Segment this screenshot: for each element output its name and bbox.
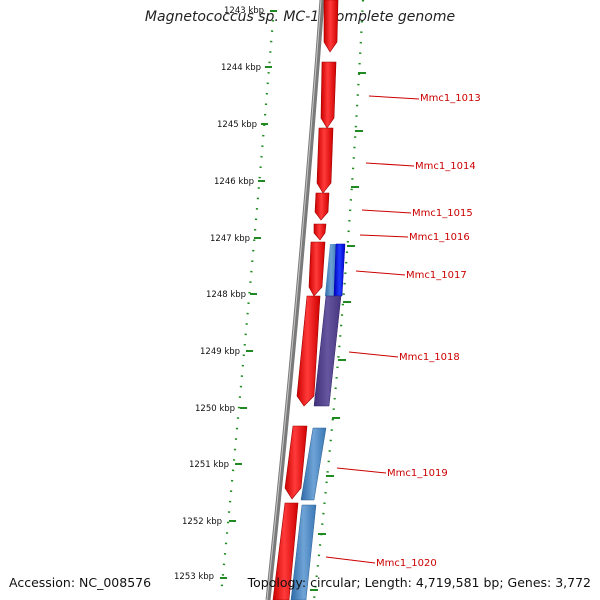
gene-label-mmc1-1016[interactable]: Mmc1_1016	[409, 232, 470, 243]
kbp-tick-1249: 1249 kbp	[200, 347, 253, 357]
outer-tick-track	[312, 0, 365, 600]
kbp-label: 1245 kbp	[217, 120, 257, 130]
kbp-tick-1252: 1252 kbp	[182, 517, 236, 527]
kbp-label: 1247 kbp	[210, 234, 250, 244]
gene-arrow-mmc1-1016[interactable]	[313, 223, 327, 241]
genome-backbone-highlight	[266, 0, 322, 600]
kbp-tick-1248: 1248 kbp	[206, 290, 257, 300]
kbp-label: 1250 kbp	[195, 404, 235, 414]
accession-text: Accession: NC_008576	[9, 575, 152, 590]
kbp-tick-1247: 1247 kbp	[210, 234, 261, 244]
kbp-tick-1253: 1253 kbp	[174, 572, 227, 582]
kbp-label: 1253 kbp	[174, 572, 214, 582]
kbp-tick-1250: 1250 kbp	[195, 404, 247, 414]
gene-arrow-mmc1-1017[interactable]	[308, 241, 326, 297]
gene-arrow-mmc1-1015[interactable]	[314, 192, 330, 221]
kbp-label: 1244 kbp	[221, 63, 261, 73]
kbp-label: 1252 kbp	[182, 517, 222, 527]
inner-tick-track	[219, 19, 275, 596]
gene-block-steel-lower[interactable]	[290, 504, 317, 600]
gene-block-blue[interactable]	[333, 243, 346, 297]
genome-summary-text: Topology: circular; Length: 4,719,581 bp…	[247, 575, 591, 590]
kbp-label: 1248 kbp	[206, 290, 246, 300]
gene-arrow-mmc1-1013[interactable]	[320, 61, 337, 129]
kbp-label: 1249 kbp	[200, 347, 240, 357]
kbp-label: 1251 kbp	[189, 460, 229, 470]
gene-label-mmc1-1014[interactable]: Mmc1_1014	[415, 161, 476, 172]
label-leaders	[325, 95, 420, 564]
gene-label-mmc1-1015[interactable]: Mmc1_1015	[412, 208, 473, 219]
kbp-tick-1245: 1245 kbp	[217, 120, 268, 130]
genome-backbone	[265, 0, 325, 600]
kbp-tick-1243: 1243 kbp	[224, 6, 277, 16]
gene-block-steel-middle[interactable]	[300, 427, 327, 501]
gene-arrow-mmc1-1020[interactable]	[272, 502, 299, 600]
gene-label-mmc1-1019[interactable]: Mmc1_1019	[387, 468, 448, 479]
gene-arrow-mmc1-1019[interactable]	[284, 425, 308, 500]
gene-label-mmc1-1017[interactable]: Mmc1_1017	[406, 270, 467, 281]
gene-label-mmc1-1013[interactable]: Mmc1_1013	[420, 93, 481, 104]
kbp-tick-1251: 1251 kbp	[189, 460, 242, 470]
gene-block-purple[interactable]	[313, 295, 342, 407]
gene-label-mmc1-1018[interactable]: Mmc1_1018	[399, 352, 460, 363]
kbp-label: 1246 kbp	[214, 177, 254, 187]
map-title: Magnetococcus sp. MC-1, complete genome	[144, 9, 456, 25]
kbp-tick-1244: 1244 kbp	[221, 63, 272, 73]
kbp-tick-1246: 1246 kbp	[214, 177, 265, 187]
gene-arrow-mmc1-1018[interactable]	[296, 295, 321, 407]
gene-arrow-mmc1-1014[interactable]	[316, 127, 334, 194]
gene-arrow-mmc1-1012[interactable]	[323, 0, 339, 53]
gene-label-mmc1-1020[interactable]: Mmc1_1020	[376, 558, 437, 569]
kbp-label: 1243 kbp	[224, 6, 264, 16]
gene-block-steel-upper[interactable]	[325, 244, 337, 296]
outer-tick-marks	[310, 72, 366, 591]
